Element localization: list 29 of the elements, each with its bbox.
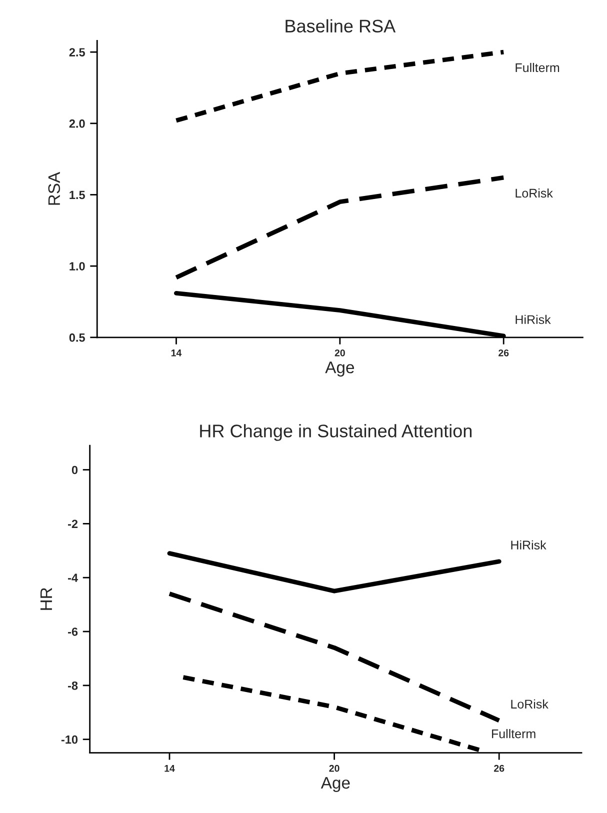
y-tick-label: -2 [68,520,78,528]
y-tick-label: 1.0 [70,262,85,270]
x-tick-label: 14 [171,350,182,356]
y-axis-title: HR [40,588,52,610]
x-tick-label: 26 [494,764,504,772]
series-label: HiRisk [516,314,551,324]
x-tick-label: 20 [329,764,340,772]
series-label: LoRisk [516,188,553,198]
y-tick-label: -8 [68,681,78,690]
y-tick-label: -4 [68,574,78,582]
y-axis-title: RSA [48,172,60,205]
y-tick-label: 2.0 [69,119,85,128]
chart-title: Baseline RSA [286,19,396,32]
x-tick-label: 20 [334,349,345,356]
x-axis-title: Age [320,777,350,792]
y-tick-label: -6 [68,628,78,636]
y-tick-label: 0.5 [69,333,85,342]
x-axis-title: Age [325,362,354,377]
y-tick-label: 2.5 [69,48,85,56]
x-tick-label: 26 [498,349,509,356]
y-tick-label: 0 [72,466,78,474]
y-tick-label: -10 [61,735,78,744]
chart-title: HR Change in Sustained Attention [200,424,472,441]
series-label: Fullterm [516,62,560,72]
x-tick-label: 14 [164,765,175,772]
y-tick-label: 1.5 [70,190,85,200]
series-label: Fullterm [492,729,536,738]
series-label: LoRisk [511,699,548,709]
series-label: HiRisk [511,540,546,550]
